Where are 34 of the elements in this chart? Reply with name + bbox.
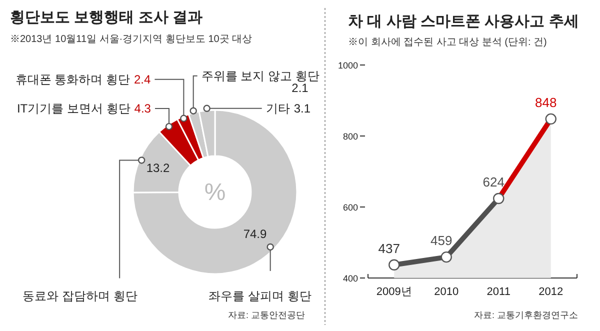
slice-label: 기타 — [266, 101, 290, 116]
point — [388, 259, 400, 270]
chart-subtitle: ※2013년 10월11일 서울·경기지역 횡단보도 10곳 대상 — [10, 34, 252, 45]
x-tick-label: 2011 — [486, 286, 510, 298]
y-tick-label: 1000 — [338, 60, 358, 70]
data-label: 13.2 — [146, 161, 170, 175]
data-label: 3.1 — [294, 101, 311, 116]
slice-label: 좌우를 살피며 횡단 — [208, 289, 312, 303]
data-label: 848 — [535, 94, 557, 110]
point — [440, 251, 452, 263]
y-tick-label: 400 — [342, 274, 358, 284]
text: 자료: 교통기후환경연구소 — [474, 310, 578, 320]
text: 자료: 교통안전공단 — [228, 310, 305, 320]
slice-label: 동료와 잡담하며 횡단 — [22, 289, 138, 303]
chart-title: 차 대 사람 스마트폰 사용사고 추세 — [348, 13, 579, 30]
slice-label: IT기기를 보면서 횡단 — [16, 102, 130, 116]
data-label: 4.3 — [134, 102, 152, 116]
data-label: 74.9 — [243, 227, 267, 241]
x-tick-label: 2010 — [434, 286, 459, 298]
slice-label: 휴대폰 통화하며 횡단 — [15, 72, 130, 86]
slice-label: 주위를 보지 않고 횡단 — [201, 68, 320, 83]
chart-title: 횡단보도 보행행태 조사 결과 — [10, 9, 203, 26]
data-label: 2.4 — [134, 72, 152, 86]
text: % — [204, 179, 226, 206]
y-tick-label: 600 — [342, 202, 358, 212]
point — [493, 192, 504, 204]
x-tick-label: 2012 — [538, 286, 564, 298]
data-label: 624 — [482, 174, 504, 190]
chart-subtitle: ※이 회사에 접수된 사고 대상 분석 (단위: 건) — [348, 37, 547, 48]
data-label: 459 — [430, 233, 452, 248]
y-tick-label: 800 — [342, 132, 358, 142]
data-label: 437 — [378, 240, 400, 256]
data-label: 2.1 — [292, 81, 309, 95]
x-tick-label: 2009년 — [376, 286, 412, 298]
